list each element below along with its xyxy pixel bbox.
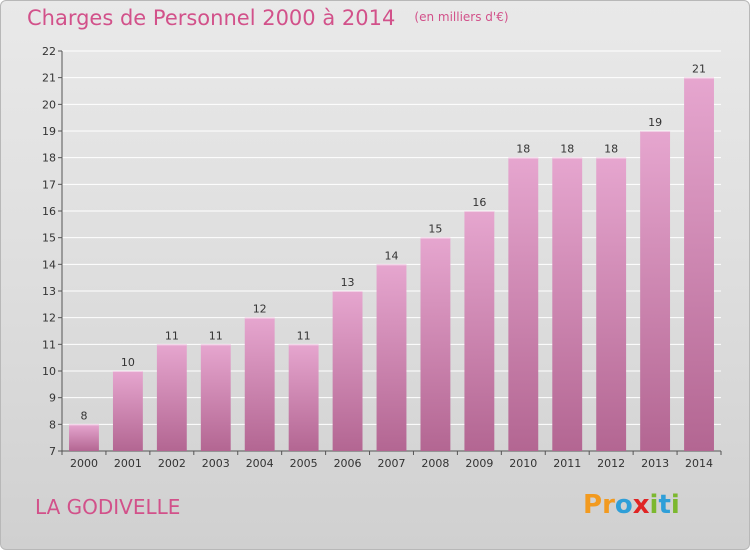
data-label: 21	[692, 63, 706, 76]
x-tick-label: 2014	[685, 457, 713, 470]
chart-title: Charges de Personnel 2000 à 2014	[27, 6, 396, 30]
title-row: Charges de Personnel 2000 à 2014 (en mil…	[27, 6, 509, 30]
y-tick-label: 21	[42, 72, 56, 85]
x-tick-label: 2012	[597, 457, 625, 470]
y-tick-label: 11	[42, 338, 56, 351]
bar	[376, 264, 407, 451]
y-tick-label: 15	[42, 232, 56, 245]
logo-letter: o	[614, 490, 633, 520]
y-tick-label: 22	[42, 45, 56, 58]
x-tick-label: 2005	[290, 457, 318, 470]
bar	[156, 344, 187, 451]
bar	[288, 344, 319, 451]
bar	[508, 157, 539, 451]
x-tick-label: 2004	[246, 457, 274, 470]
x-tick-label: 2008	[421, 457, 449, 470]
x-tick-label: 2001	[114, 457, 142, 470]
x-tick-label: 2013	[641, 457, 669, 470]
data-label: 11	[209, 329, 223, 342]
logo-letter: i	[649, 490, 659, 520]
proxiti-logo: Proxiti	[583, 490, 680, 520]
x-tick-label: 2007	[378, 457, 406, 470]
data-label: 13	[341, 276, 355, 289]
logo-letter: i	[670, 490, 680, 520]
x-tick-label: 2010	[509, 457, 537, 470]
x-tick-label: 2000	[70, 457, 98, 470]
labels: 8 10 11 11 12 11 13 14 15 16 18 18 18 19 21	[80, 63, 706, 423]
x-tick-label: 2011	[553, 457, 581, 470]
bar	[640, 131, 671, 451]
bar	[552, 157, 583, 451]
x-tick-label: 2003	[202, 457, 230, 470]
y-tick-label: 12	[42, 312, 56, 325]
chart-subtitle: (en milliers d'€)	[414, 10, 509, 24]
y-tick-label: 10	[42, 365, 56, 378]
y-tick-label: 14	[42, 258, 56, 271]
y-tick-label: 9	[49, 392, 56, 405]
logo-letter: P	[583, 490, 603, 520]
y-tick-label: 16	[42, 205, 56, 218]
logo-letter: t	[658, 490, 671, 520]
data-label: 11	[297, 329, 311, 342]
y-tick-label: 20	[42, 98, 56, 111]
bar	[684, 77, 714, 452]
bar	[420, 237, 451, 451]
bars	[69, 77, 714, 452]
y-tick-label: 19	[42, 125, 56, 138]
bar	[112, 371, 143, 451]
data-label: 15	[428, 223, 442, 236]
bar	[332, 291, 363, 451]
bar	[69, 424, 99, 451]
bar	[596, 157, 627, 451]
data-label: 10	[121, 356, 135, 369]
x-tick-label: 2009	[465, 457, 493, 470]
data-label: 14	[385, 249, 399, 262]
data-label: 18	[560, 143, 574, 156]
data-label: 18	[604, 143, 618, 156]
bar	[200, 344, 231, 451]
y-tick-label: 17	[42, 178, 56, 191]
data-label: 18	[516, 143, 530, 156]
x-tick-label: 2006	[334, 457, 362, 470]
data-label: 19	[648, 116, 662, 129]
y-tick-label: 7	[49, 445, 56, 458]
data-label: 8	[80, 409, 87, 422]
logo-letter: r	[602, 490, 615, 520]
y-tick-label: 8	[49, 418, 56, 431]
data-label: 16	[472, 196, 486, 209]
y-tick-label: 18	[42, 152, 56, 165]
bar	[464, 211, 495, 451]
x-tick-label: 2002	[158, 457, 186, 470]
y-tick-label: 13	[42, 285, 56, 298]
commune-name: LA GODIVELLE	[35, 495, 181, 519]
data-label: 12	[253, 303, 267, 316]
logo-letter: x	[632, 490, 650, 520]
data-label: 11	[165, 329, 179, 342]
bar	[244, 317, 275, 451]
